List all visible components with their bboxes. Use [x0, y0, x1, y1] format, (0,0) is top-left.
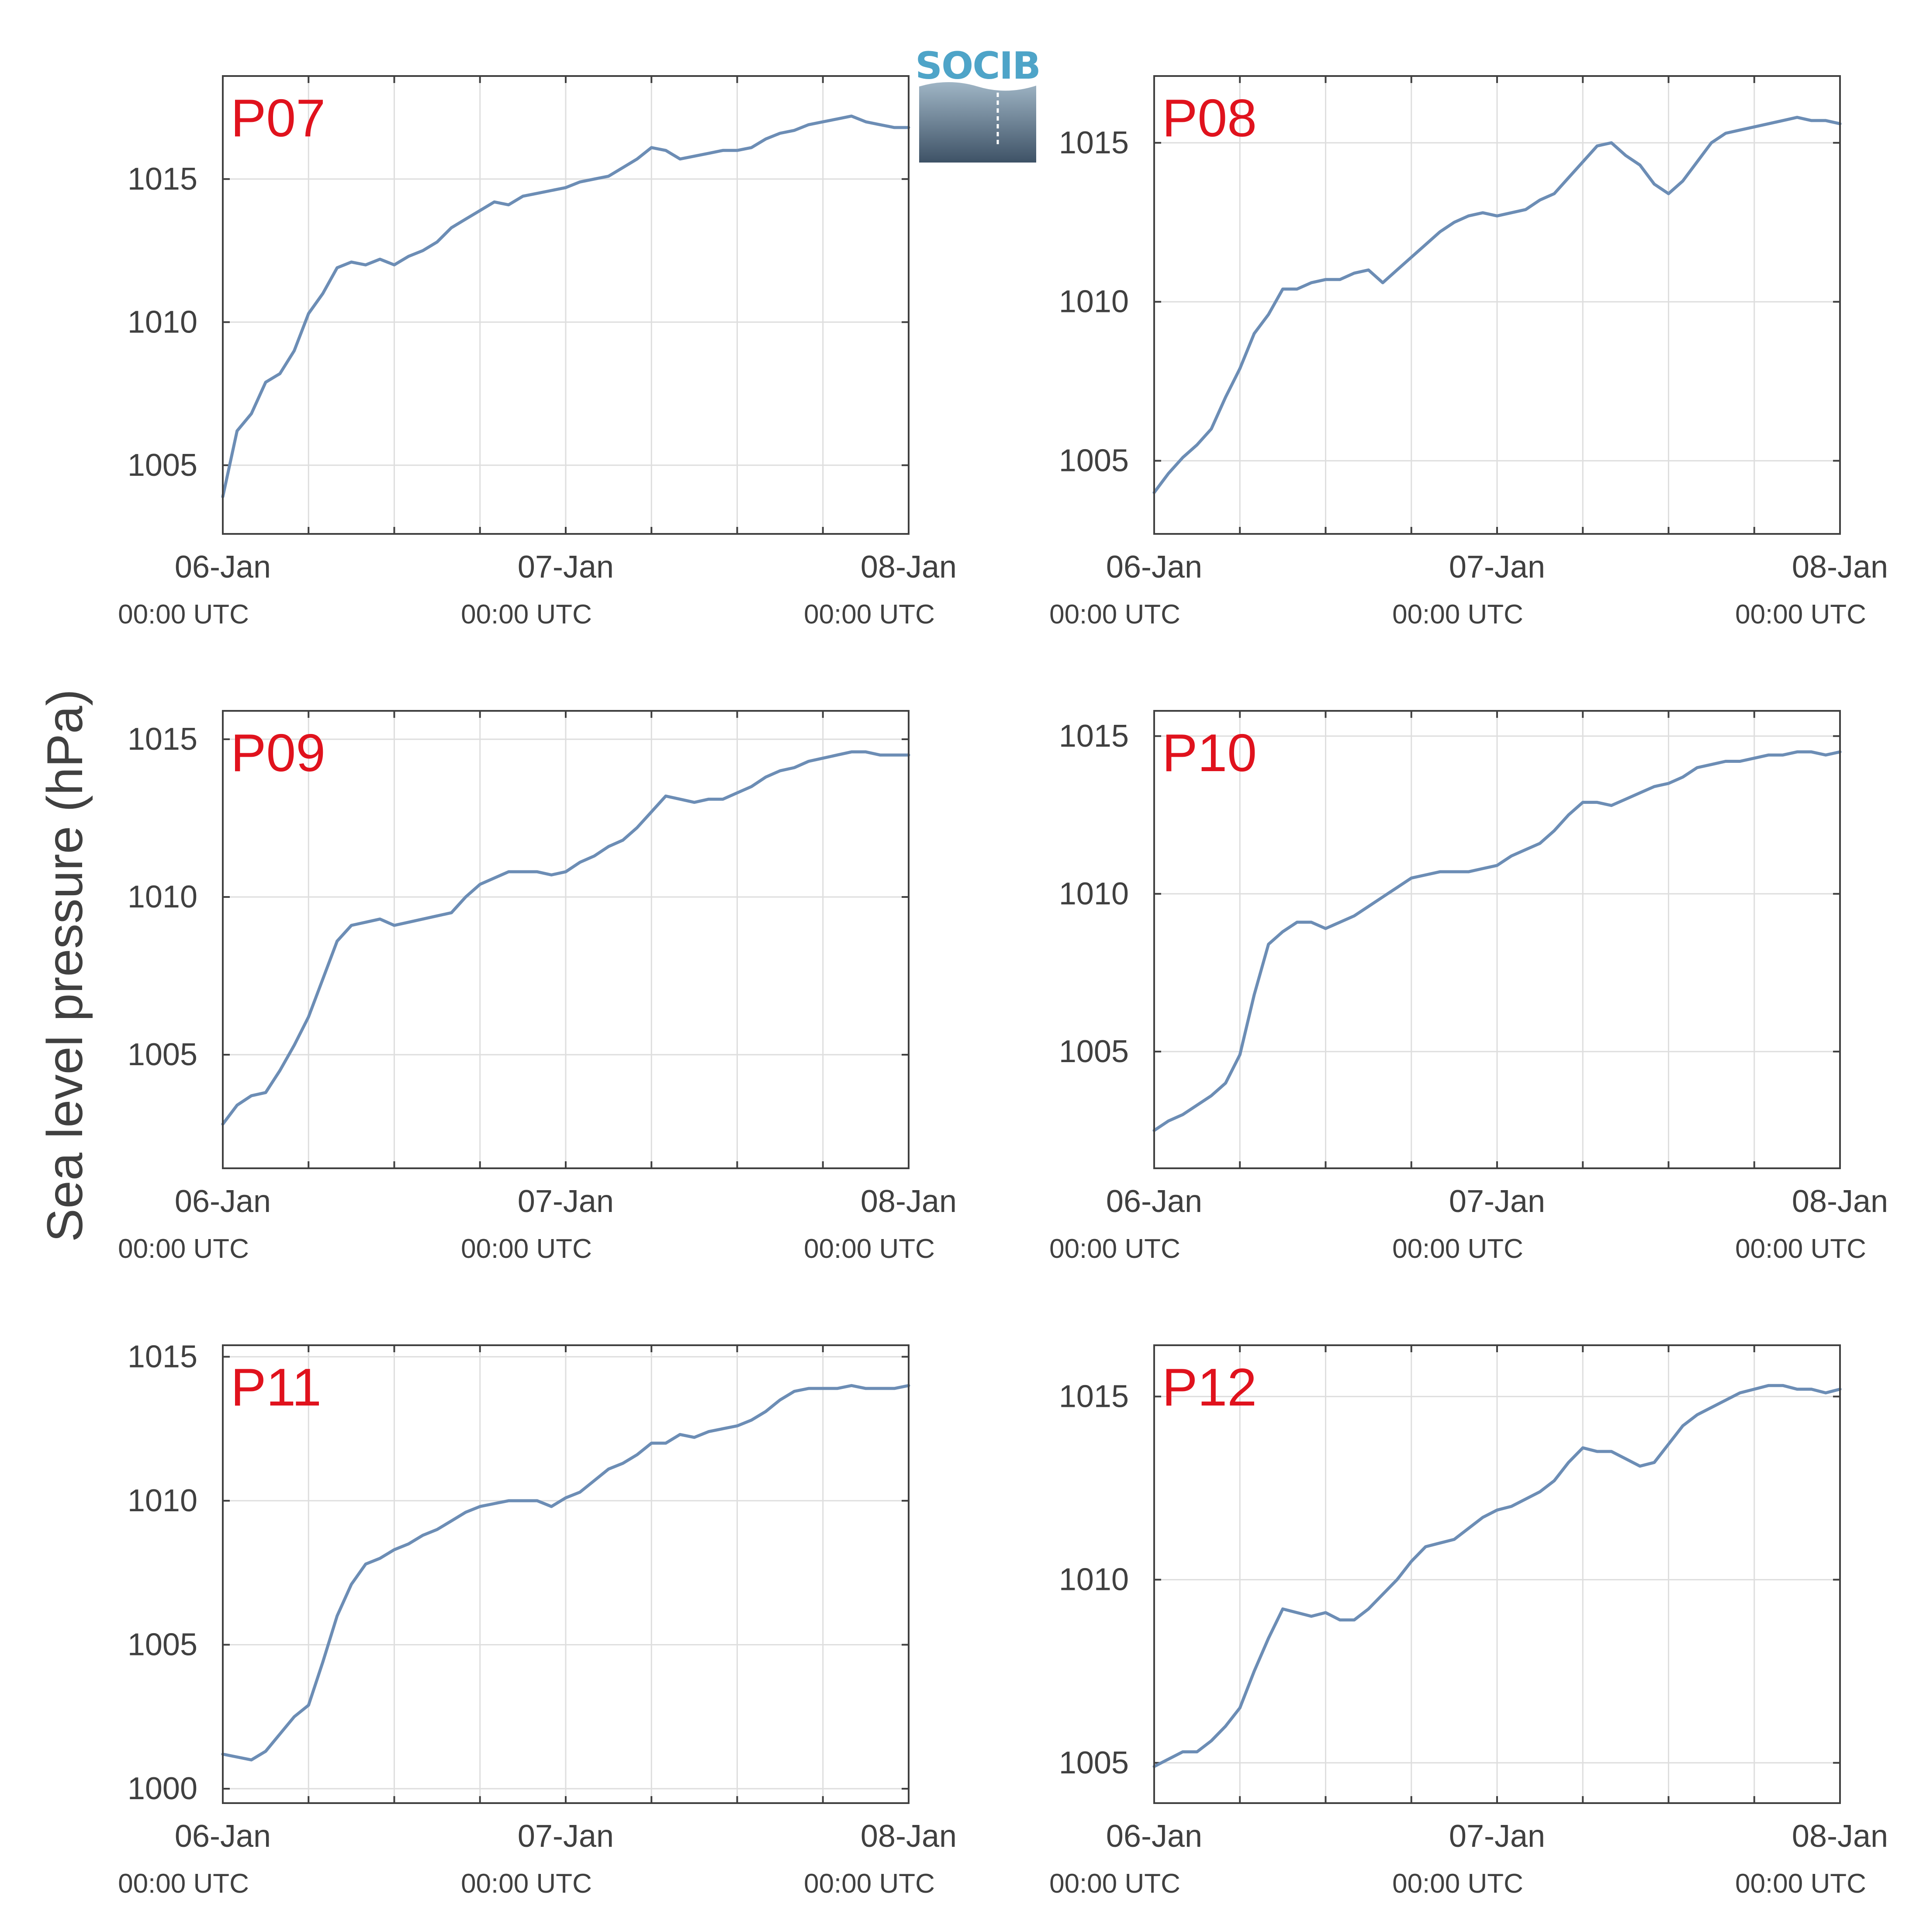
series-line [221, 1384, 910, 1762]
x-tick-time-label: 00:00 UTC [118, 1234, 249, 1264]
panel-p09: 1005 1010 1015 P09 06-Jan 00:00 UTC 07-Jan 00:0… [118, 710, 957, 1264]
x-tick-time-label: 00:00 UTC [804, 599, 935, 630]
station-label: P11 [231, 1357, 322, 1417]
x-tick-date-label: 08-Jan [861, 550, 957, 585]
axes-frame [222, 75, 910, 535]
x-tick-date-label: 07-Jan [1449, 1184, 1545, 1219]
y-tick-label: 1005 [128, 1037, 197, 1072]
x-tick-time-label: 00:00 UTC [118, 1869, 249, 1899]
x-tick-date-label: 08-Jan [1792, 1819, 1888, 1854]
y-tick-label: 1005 [1059, 443, 1129, 478]
x-tick-time-label: 00:00 UTC [1049, 1869, 1180, 1899]
panel-p12: 1005 1010 1015 P12 06-Jan 00:00 UTC 07-Jan 00:0… [1049, 1344, 1888, 1899]
station-label: P12 [1162, 1357, 1257, 1417]
x-tick-time-label: 00:00 UTC [804, 1234, 935, 1264]
x-tick-date-label: 07-Jan [518, 1184, 614, 1219]
x-tick-date-label: 08-Jan [1792, 550, 1888, 585]
x-tick-date-label: 08-Jan [861, 1819, 957, 1854]
series-line [1152, 750, 1842, 1132]
x-tick-time-label: 00:00 UTC [1392, 1869, 1523, 1899]
x-tick-date-label: 06-Jan [1106, 1184, 1202, 1219]
panel-p11: 1000 1005 1010 1015 P11 06-Jan 00:00 UTC 07-Jan… [118, 1339, 957, 1899]
y-tick-label: 1005 [128, 1627, 197, 1662]
series-line [221, 114, 910, 499]
x-tick-time-label: 00:00 UTC [1049, 1234, 1180, 1264]
x-tick-date-label: 06-Jan [1106, 550, 1202, 585]
y-axis-label: Sea level pressure (hPa) [37, 689, 93, 1242]
y-tick-label: 1010 [128, 1483, 197, 1518]
x-tick-date-label: 06-Jan [175, 1819, 271, 1854]
x-tick-date-label: 08-Jan [861, 1184, 957, 1219]
axes-frame [1153, 710, 1841, 1169]
x-tick-time-label: 00:00 UTC [461, 1869, 592, 1899]
panel-p07: 1005 1010 1015 P07 06-Jan 00:00 UTC 07-Jan 00:0… [118, 75, 957, 630]
x-tick-time-label: 00:00 UTC [1735, 1869, 1866, 1899]
x-tick-date-label: 06-Jan [175, 1184, 271, 1219]
y-tick-label: 1010 [1059, 876, 1129, 911]
y-tick-label: 1015 [128, 162, 197, 197]
x-tick-time-label: 00:00 UTC [804, 1869, 935, 1899]
y-tick-label: 1015 [1059, 1379, 1129, 1414]
station-label: P07 [231, 88, 325, 148]
x-tick-time-label: 00:00 UTC [118, 599, 249, 630]
x-tick-time-label: 00:00 UTC [1392, 1234, 1523, 1264]
x-tick-time-label: 00:00 UTC [1735, 599, 1866, 630]
x-tick-time-label: 00:00 UTC [461, 1234, 592, 1264]
y-tick-label: 1005 [128, 448, 197, 483]
x-tick-date-label: 08-Jan [1792, 1184, 1888, 1219]
panel-p10: 1005 1010 1015 P10 06-Jan 00:00 UTC 07-Jan 00:0… [1049, 710, 1888, 1264]
axes-frame [1153, 1344, 1841, 1804]
x-tick-date-label: 07-Jan [518, 550, 614, 585]
x-tick-date-label: 06-Jan [1106, 1819, 1202, 1854]
x-tick-time-label: 00:00 UTC [1392, 599, 1523, 630]
y-tick-label: 1010 [128, 879, 197, 914]
x-tick-date-label: 07-Jan [518, 1819, 614, 1854]
socib-logo: SOCIB [915, 44, 1041, 163]
series-line [1152, 116, 1842, 494]
axes-frame [222, 1344, 910, 1804]
y-tick-label: 1010 [1059, 1562, 1129, 1597]
logo-wave-shape [919, 82, 1036, 163]
x-tick-date-label: 07-Jan [1449, 1819, 1545, 1854]
station-label: P10 [1162, 723, 1257, 782]
y-tick-label: 1005 [1059, 1034, 1129, 1069]
axes-frame [222, 710, 910, 1169]
x-tick-time-label: 00:00 UTC [1735, 1234, 1866, 1264]
y-tick-label: 1015 [128, 1339, 197, 1374]
axes-frame [1153, 75, 1841, 535]
y-tick-label: 1015 [128, 722, 197, 757]
y-tick-label: 1010 [128, 305, 197, 339]
y-tick-label: 1005 [1059, 1745, 1129, 1780]
x-tick-date-label: 07-Jan [1449, 550, 1545, 585]
y-tick-label: 1000 [128, 1771, 197, 1806]
station-label: P09 [231, 723, 325, 782]
y-tick-label: 1015 [1059, 719, 1129, 754]
logo-wordmark: SOCIB [915, 44, 1040, 88]
x-tick-time-label: 00:00 UTC [461, 599, 592, 630]
y-tick-label: 1015 [1059, 125, 1129, 160]
series-line [1152, 1384, 1842, 1768]
panel-p08: 1005 1010 1015 P08 06-Jan 00:00 UTC 07-Jan 00:0… [1049, 75, 1888, 630]
x-tick-time-label: 00:00 UTC [1049, 599, 1180, 630]
station-label: P08 [1162, 88, 1257, 148]
y-tick-label: 1010 [1059, 284, 1129, 319]
series-line [221, 750, 910, 1126]
x-tick-date-label: 06-Jan [175, 550, 271, 585]
